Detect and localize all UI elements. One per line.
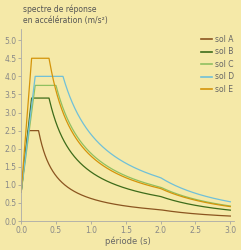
Legend: sol A, sol B, sol C, sol D, sol E: sol A, sol B, sol C, sol D, sol E xyxy=(201,35,234,94)
X-axis label: période (s): période (s) xyxy=(105,236,150,246)
Text: spectre de réponse
en accélération (m/s²): spectre de réponse en accélération (m/s²… xyxy=(23,4,108,25)
